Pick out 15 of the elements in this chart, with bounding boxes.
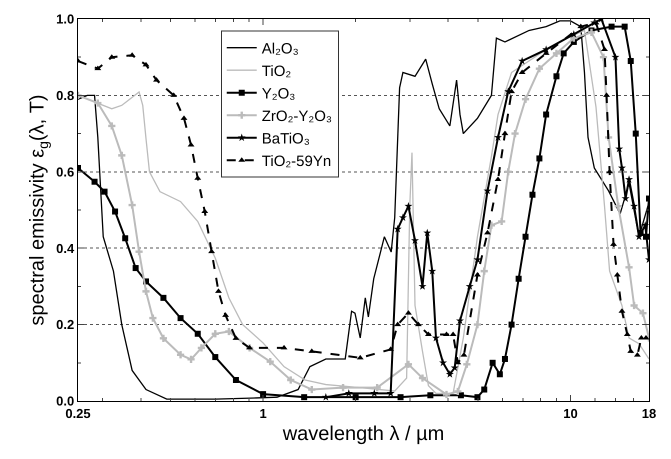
y-tick-label: 1.0 — [56, 12, 74, 27]
x-tick-label: 18 — [642, 406, 656, 421]
x-axis-title: wavelength λ / µm — [282, 423, 444, 446]
legend-label: Y₂O₃ — [262, 86, 296, 103]
x-tick-label: 10 — [563, 406, 578, 421]
legend-label: TiO₂-59Yn — [262, 153, 332, 170]
x-tick-label: 1 — [259, 406, 267, 421]
legend-label: TiO₂ — [262, 63, 292, 80]
legend-label: BaTiO₃ — [262, 130, 310, 148]
y-tick-label: 0.6 — [56, 164, 74, 180]
legend-label: ZrO₂-Y₂O₃ — [262, 108, 332, 126]
legend-label: Al₂O₃ — [262, 40, 299, 58]
y-tick-label: 0.8 — [56, 88, 74, 103]
y-tick-label: 0.2 — [56, 317, 74, 332]
y-tick-label: 0.4 — [56, 240, 75, 256]
